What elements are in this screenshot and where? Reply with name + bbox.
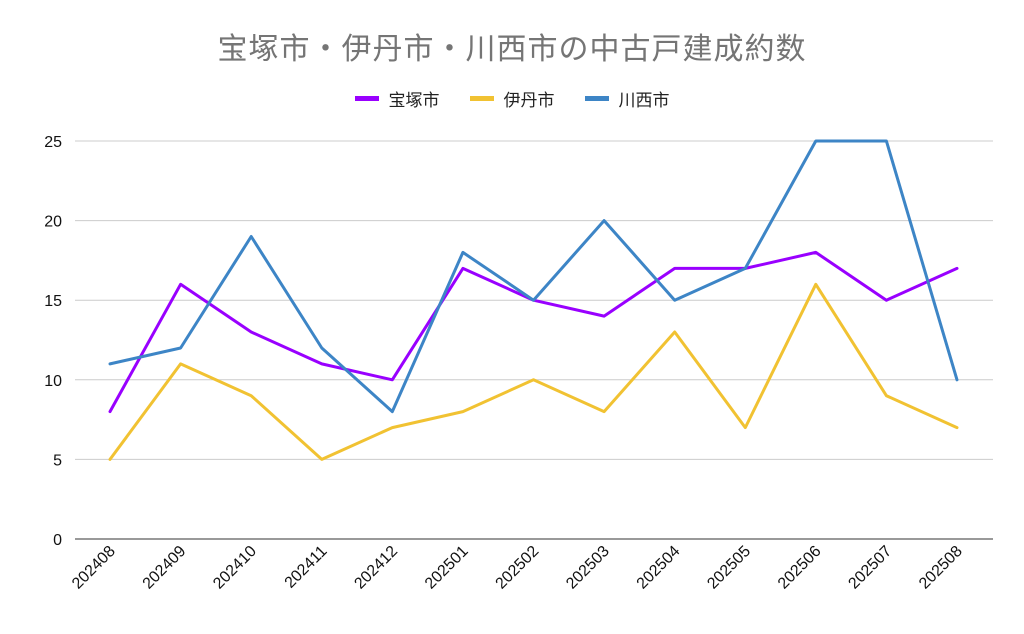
- x-tick-label: 202505: [704, 543, 754, 593]
- series-line: [108, 139, 959, 414]
- legend-item-takarazuka: 宝塚市: [354, 86, 440, 111]
- y-tick-label: 25: [44, 134, 62, 151]
- x-tick-label: 202409: [140, 543, 190, 593]
- legend-swatch: [469, 96, 494, 101]
- legend-item-kawanishi: 川西市: [584, 86, 670, 111]
- legend-label: 川西市: [618, 91, 670, 111]
- x-tick-label: 202502: [493, 543, 543, 593]
- x-tick-label: 202504: [634, 543, 684, 593]
- x-tick-label: 202501: [422, 543, 472, 593]
- legend-label: 伊丹市: [503, 91, 555, 111]
- legend-label: 宝塚市: [388, 91, 440, 111]
- x-tick-label: 202411: [282, 543, 331, 592]
- x-tick-label: 202408: [69, 543, 119, 593]
- y-tick-label: 0: [53, 532, 62, 549]
- x-tick-label: 202412: [351, 543, 401, 593]
- legend-swatch: [354, 96, 379, 101]
- x-tick-label: 202507: [845, 543, 895, 593]
- x-tick-label: 202506: [775, 543, 825, 593]
- y-tick-label: 15: [44, 293, 62, 310]
- y-tick-label: 20: [44, 214, 62, 231]
- x-tick-label: 202508: [916, 543, 966, 593]
- y-tick-label: 5: [53, 452, 62, 469]
- legend-swatch: [584, 96, 609, 101]
- series-line: [108, 282, 959, 461]
- legend: 宝塚市 伊丹市 川西市: [0, 86, 1024, 111]
- chart-title: 宝塚市・伊丹市・川西市の中古戸建成約数: [217, 32, 807, 67]
- x-tick-label: 202410: [210, 543, 260, 593]
- legend-item-itami: 伊丹市: [469, 86, 555, 111]
- y-tick-label: 10: [44, 373, 62, 390]
- x-tick-label: 202503: [563, 543, 613, 593]
